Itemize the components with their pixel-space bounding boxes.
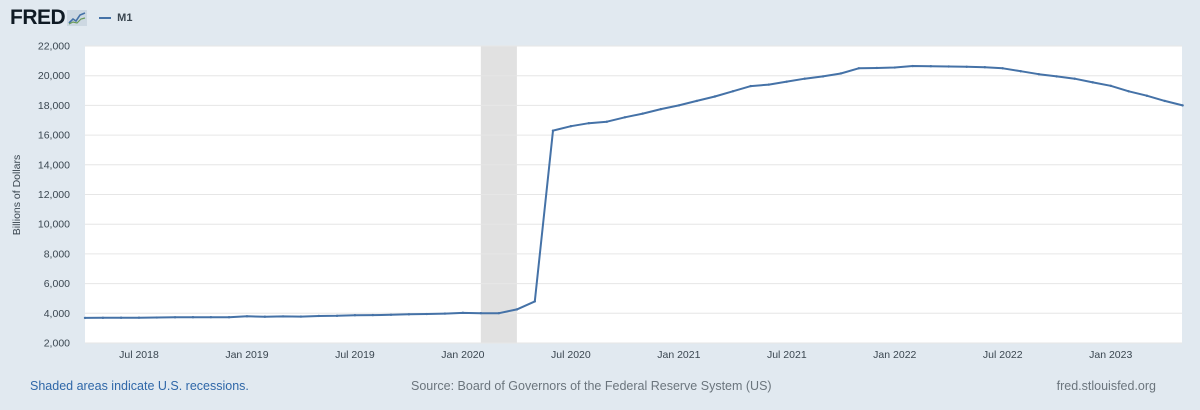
data-point <box>1073 77 1076 80</box>
data-point <box>641 112 644 115</box>
data-point <box>767 83 771 86</box>
data-point <box>695 99 698 103</box>
data-point <box>101 316 105 320</box>
data-point <box>587 122 590 125</box>
x-tick-label: Jul 2019 <box>335 349 375 361</box>
chart-header: FRED M1 <box>10 6 132 30</box>
y-tick-label: 12,000 <box>38 189 70 201</box>
x-tick-label: Jul 2020 <box>551 349 591 361</box>
y-tick-label: 10,000 <box>38 219 70 231</box>
data-point <box>569 124 573 128</box>
site-url[interactable]: fred.stlouisfed.org <box>1056 379 1156 393</box>
data-point <box>191 316 195 319</box>
data-point <box>857 67 860 70</box>
data-point <box>713 95 717 98</box>
recession-note-link[interactable]: Shaded areas indicate U.S. recessions. <box>30 379 249 393</box>
gridlines <box>85 45 1182 344</box>
data-point <box>425 312 429 316</box>
data-point <box>1091 81 1095 84</box>
x-tick-label: Jan 2019 <box>225 349 268 361</box>
x-axis-ticks: Jul 2018 Jan 2019 Jul 2019 Jan 2020 Jul 2020… <box>119 349 1132 361</box>
data-point <box>1109 84 1112 87</box>
data-point <box>821 75 825 78</box>
data-point <box>1145 94 1149 97</box>
y-tick-label: 2,000 <box>44 338 70 350</box>
y-tick-label: 4,000 <box>44 308 70 320</box>
data-point <box>803 77 806 80</box>
data-point <box>1001 67 1004 70</box>
source-text: Source: Board of Governors of the Federa… <box>411 379 772 393</box>
data-point <box>839 72 843 75</box>
data-point <box>677 104 681 107</box>
y-tick-label: 22,000 <box>38 41 70 53</box>
data-point <box>443 312 447 315</box>
y-tick-label: 20,000 <box>38 70 70 82</box>
data-point <box>479 311 483 315</box>
x-tick-label: Jul 2021 <box>767 349 807 361</box>
data-point <box>461 311 465 315</box>
fred-graph-icon <box>67 10 88 26</box>
data-point <box>245 315 249 318</box>
y-tick-label: 18,000 <box>38 100 70 112</box>
data-point <box>551 129 555 132</box>
x-tick-label: Jan 2023 <box>1089 349 1132 361</box>
data-point <box>389 313 393 316</box>
data-point <box>515 308 519 311</box>
x-tick-label: Jan 2020 <box>441 349 484 361</box>
data-point <box>929 64 933 68</box>
data-point <box>371 313 375 317</box>
data-point <box>497 311 501 315</box>
data-point <box>263 315 267 318</box>
data-point <box>281 315 285 318</box>
series-line-m1[interactable] <box>84 65 1183 319</box>
data-point <box>1163 99 1166 103</box>
y-tick-label: 8,000 <box>44 248 70 260</box>
y-axis-ticks: 2,000 4,000 6,000 8,000 10,000 12,000 14,000 16… <box>38 41 70 350</box>
data-point <box>965 65 968 68</box>
line-chart[interactable]: 2,000 4,000 6,000 8,000 10,000 12,000 14,000 16… <box>0 0 1200 370</box>
data-point <box>353 314 357 317</box>
data-point <box>1055 75 1058 78</box>
data-point <box>893 66 896 69</box>
data-point <box>911 64 914 68</box>
x-tick-label: Jan 2022 <box>873 349 916 361</box>
data-point <box>209 315 213 319</box>
data-point <box>173 316 177 319</box>
legend-swatch-m1 <box>99 17 112 19</box>
data-point <box>83 316 87 320</box>
legend[interactable]: M1 <box>99 12 132 24</box>
data-point <box>623 116 627 119</box>
data-point <box>731 90 735 93</box>
data-point <box>659 107 663 111</box>
data-point <box>317 314 321 318</box>
legend-label-m1: M1 <box>117 12 133 24</box>
y-axis-label: Billions of Dollars <box>11 155 23 236</box>
y-tick-label: 6,000 <box>44 278 70 290</box>
x-tick-label: Jul 2018 <box>119 349 159 361</box>
data-point <box>875 66 879 70</box>
data-point <box>335 314 339 318</box>
data-point <box>1181 104 1184 107</box>
data-point <box>533 300 537 303</box>
data-point <box>947 65 950 68</box>
data-point <box>605 120 609 123</box>
data-point <box>1127 90 1130 93</box>
data-point <box>983 66 987 69</box>
data-point <box>749 84 752 88</box>
fred-logo[interactable]: FRED <box>10 6 66 29</box>
data-point <box>137 316 141 319</box>
data-point <box>227 316 231 319</box>
series-layer <box>83 64 1184 320</box>
data-point <box>119 316 123 319</box>
data-point <box>1037 73 1041 76</box>
data-point <box>785 80 789 83</box>
y-tick-label: 16,000 <box>38 130 70 142</box>
data-point <box>407 313 411 316</box>
data-point <box>1019 70 1022 73</box>
data-point <box>299 315 303 318</box>
y-tick-label: 14,000 <box>38 159 70 171</box>
data-point <box>155 316 159 319</box>
x-tick-label: Jan 2021 <box>657 349 700 361</box>
x-tick-label: Jul 2022 <box>983 349 1023 361</box>
